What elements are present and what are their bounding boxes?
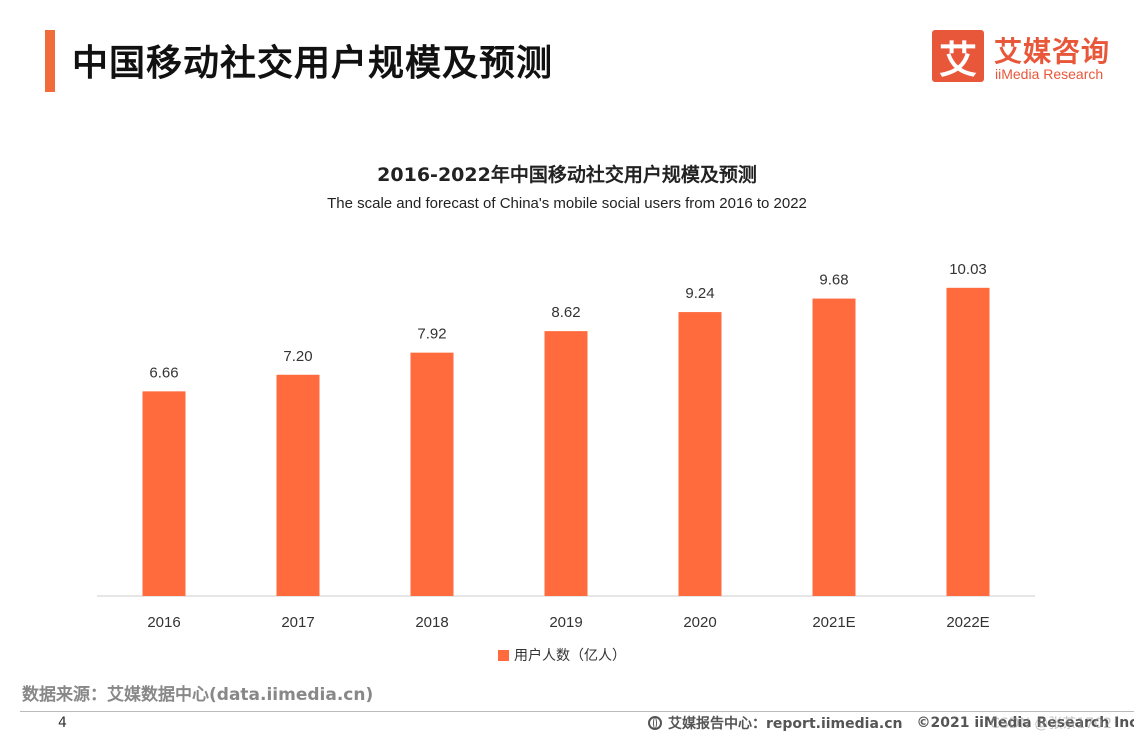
data-label-2021E: 9.68 (819, 272, 848, 289)
report-center-link[interactable]: 艾媒报告中心：report.iimedia.cn (668, 716, 903, 732)
bar-2022E[interactable] (946, 287, 990, 596)
x-tick-2019: 2019 (549, 614, 582, 631)
data-label-2017: 7.20 (283, 348, 312, 365)
globe-icon (648, 716, 662, 730)
x-tick-2021E: 2021E (812, 614, 855, 631)
chart-subtitle: The scale and forecast of China's mobile… (327, 195, 807, 212)
data-label-2020: 9.24 (685, 285, 714, 302)
iimedia-logo[interactable]: 艾 艾媒咨询 iiMedia Research (932, 30, 1122, 86)
x-tick-2020: 2020 (683, 614, 716, 631)
bar-2016[interactable] (142, 391, 186, 596)
bar-2020[interactable] (678, 312, 722, 596)
title-accent-bar (45, 30, 55, 92)
bar-2021E[interactable] (812, 298, 856, 596)
x-tick-2016: 2016 (147, 614, 180, 631)
watermark: CSDN @张茶1702 (990, 716, 1112, 732)
logo-name-en: iiMedia Research (995, 66, 1104, 82)
x-tick-2018: 2018 (415, 614, 448, 631)
logo-name-cn: 艾媒咨询 (994, 35, 1111, 68)
chart-title: 2016-2022年中国移动社交用户规模及预测 (377, 164, 757, 186)
x-tick-2022E: 2022E (946, 614, 989, 631)
chart-legend: 用户人数（亿人） (498, 645, 626, 665)
logo-mark: 艾 (932, 30, 984, 82)
data-label-2018: 7.92 (417, 326, 446, 343)
data-label-2022E: 10.03 (949, 261, 987, 278)
bar-2019[interactable] (544, 331, 588, 596)
footer-info: 艾媒报告中心：report.iimedia.cn ©2021 iiMedia R… (648, 713, 1134, 733)
bar-2017[interactable] (276, 374, 320, 596)
page-number: 4 (58, 715, 67, 731)
footer-divider (20, 711, 1134, 712)
bar-2018[interactable] (410, 352, 454, 596)
copyright: ©2021 iiMedia Research Inc (916, 715, 1134, 731)
legend-label: 用户人数（亿人） (514, 648, 626, 664)
x-tick-2017: 2017 (281, 614, 314, 631)
data-source: 数据来源：艾媒数据中心(data.iimedia.cn) (22, 685, 374, 705)
page-title: 中国移动社交用户规模及预测 (72, 43, 554, 84)
legend-swatch (498, 649, 509, 661)
data-label-2016: 6.66 (149, 364, 178, 381)
data-label-2019: 8.62 (551, 304, 580, 321)
